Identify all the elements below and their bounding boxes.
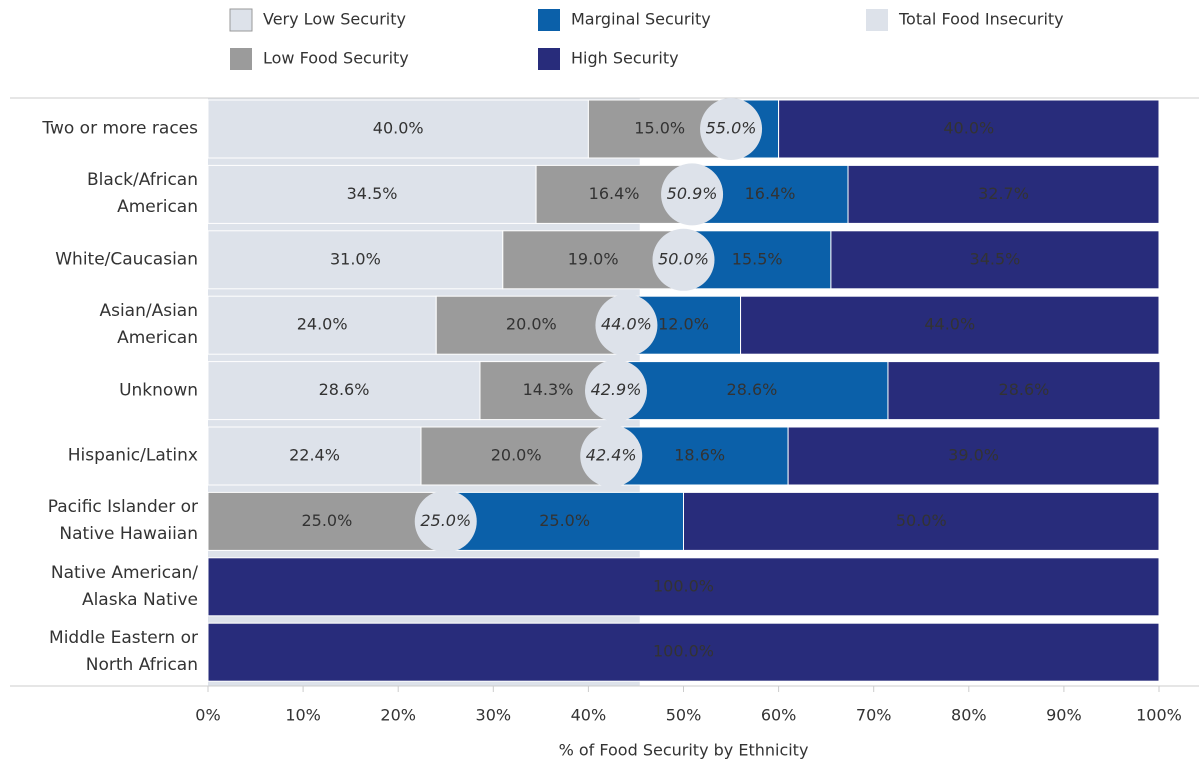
bar-segment — [207, 99, 589, 159]
value-label: 18.6% — [674, 446, 725, 465]
legend-label: Very Low Security — [263, 10, 406, 29]
total-marker — [584, 359, 647, 422]
value-label: 24.0% — [297, 315, 348, 334]
total-label: 42.9% — [591, 380, 642, 399]
total-label: 50.0% — [658, 249, 709, 268]
total-marker — [652, 228, 715, 291]
legend-label: Marginal Security — [571, 10, 711, 29]
total-label: 55.0% — [706, 119, 757, 138]
bar-segment — [207, 164, 537, 224]
category-label: Two or more races — [42, 118, 198, 139]
bar-segment — [847, 164, 1160, 224]
legend-swatch — [866, 9, 888, 31]
bar-segment — [615, 361, 889, 421]
x-tick-label: 20% — [380, 706, 416, 725]
value-label: 40.0% — [943, 119, 994, 138]
total-label: 25.0% — [420, 511, 471, 530]
x-tick-label: 60% — [761, 706, 797, 725]
category-label: Unknown — [119, 380, 198, 401]
bar-segment — [887, 361, 1161, 421]
bar-segment — [740, 295, 1160, 355]
legend-swatch — [230, 48, 252, 70]
value-label: 16.4% — [589, 184, 640, 203]
x-tick-label: 30% — [476, 706, 512, 725]
x-tick-label: 80% — [951, 706, 987, 725]
value-label: 25.0% — [539, 511, 590, 530]
bar-segment — [207, 295, 437, 355]
total-marker — [414, 490, 477, 553]
legend-swatch — [538, 9, 560, 31]
x-tick-label: 70% — [856, 706, 892, 725]
total-marker — [595, 294, 658, 357]
bar-segment — [787, 426, 1160, 486]
total-label: 42.4% — [586, 446, 637, 465]
bar-segment — [207, 622, 1160, 682]
value-label: 100.0% — [653, 642, 714, 661]
legend-label: High Security — [571, 49, 679, 68]
bar-segment — [207, 491, 447, 551]
bar-segment — [435, 295, 627, 355]
value-label: 34.5% — [970, 249, 1021, 268]
value-label: 31.0% — [330, 249, 381, 268]
value-label: 28.6% — [999, 380, 1050, 399]
bar-segment — [830, 230, 1160, 290]
value-label: 20.0% — [491, 446, 542, 465]
bar-segment — [207, 230, 504, 290]
value-label: 50.0% — [896, 511, 947, 530]
x-axis-label: % of Food Security by Ethnicity — [559, 741, 809, 760]
value-label: 16.4% — [745, 184, 796, 203]
value-label: 19.0% — [568, 249, 619, 268]
category-label: Black/African American — [87, 170, 198, 218]
x-tick-label: 100% — [1136, 706, 1182, 725]
x-tick-label: 40% — [571, 706, 607, 725]
value-label: 15.5% — [732, 249, 783, 268]
category-label: White/Caucasian — [55, 249, 198, 270]
value-label: 40.0% — [373, 119, 424, 138]
total-label: 44.0% — [601, 315, 652, 334]
category-label: Hispanic/Latinx — [67, 445, 198, 466]
category-label: Native American/ Alaska Native — [50, 562, 198, 610]
total-marker — [700, 98, 763, 160]
value-label: 12.0% — [658, 315, 709, 334]
value-label: 32.7% — [978, 184, 1029, 203]
legend-swatch — [229, 8, 253, 32]
bar-segment — [778, 99, 1160, 159]
category-label: Asian/Asian American — [99, 301, 198, 349]
total-label: 50.9% — [667, 184, 718, 203]
value-label: 28.6% — [319, 380, 370, 399]
bar-segment — [683, 491, 1160, 551]
value-label: 28.6% — [727, 380, 778, 399]
legend-swatch — [538, 48, 560, 70]
value-label: 20.0% — [506, 315, 557, 334]
value-label: 44.0% — [924, 315, 975, 334]
bar-segment — [420, 426, 612, 486]
x-tick-label: 50% — [666, 706, 702, 725]
value-label: 15.0% — [634, 119, 685, 138]
x-tick-label: 90% — [1046, 706, 1082, 725]
value-label: 39.0% — [948, 446, 999, 465]
bar-segment — [207, 557, 1160, 617]
value-label: 22.4% — [289, 446, 340, 465]
bar-segment — [207, 426, 422, 486]
legend-label: Total Food Insecurity — [898, 10, 1064, 29]
legend-label: Low Food Security — [263, 49, 409, 68]
value-label: 25.0% — [301, 511, 352, 530]
value-label: 100.0% — [653, 576, 714, 595]
category-label: Middle Eastern or North African — [49, 628, 198, 676]
category-label: Pacific Islander or Native Hawaiian — [47, 497, 198, 545]
value-label: 14.3% — [523, 380, 574, 399]
x-tick-label: 10% — [285, 706, 321, 725]
total-marker — [661, 163, 724, 226]
value-label: 34.5% — [347, 184, 398, 203]
x-tick-label: 0% — [195, 706, 220, 725]
total-marker — [580, 425, 643, 487]
